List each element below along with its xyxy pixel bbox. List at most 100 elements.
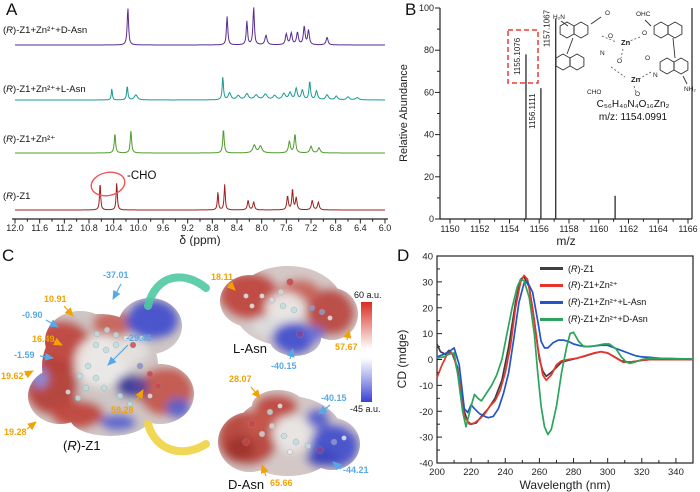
x-axis-label: Wavelength (nm) bbox=[520, 478, 611, 492]
x-tick-label: 200 bbox=[429, 467, 445, 478]
nmr-chart: 12.0 11.6 11.2 10.8 10.4 10.0 9.6 9.2 8.8 8.4 8.0 7… bbox=[6, 7, 391, 246]
annotation-arrow-icon bbox=[260, 464, 269, 477]
y-tick-label: -10 bbox=[419, 381, 433, 392]
dashed-bond bbox=[633, 85, 637, 94]
atom bbox=[292, 438, 300, 446]
nmr-trace-0 bbox=[15, 7, 385, 46]
ring bbox=[573, 21, 589, 39]
x-tick-label: 1156 bbox=[530, 224, 549, 234]
ms-peak-label: 1157.1067 bbox=[543, 9, 552, 47]
esp-value-annotation: 16.49 bbox=[32, 334, 55, 344]
esp-value-annotation: -0.90 bbox=[22, 310, 43, 320]
x-tick-label: 340 bbox=[668, 467, 684, 478]
structure-atom-label: CHO bbox=[587, 89, 601, 96]
panel-a-nmr: A 12.0 11.6 11.2 10.8 10.4 10.0 9.6 9.2 8.8 8.4 8.… bbox=[0, 0, 395, 246]
legend-row: (R)-Z1+Zn²⁺+L-Asn bbox=[540, 294, 648, 311]
atom bbox=[308, 304, 316, 312]
x-tick-label: 1150 bbox=[440, 224, 459, 234]
bond bbox=[644, 19, 652, 27]
dashed-bond bbox=[638, 71, 652, 80]
structure-atom-label: NH₂ bbox=[684, 86, 696, 93]
atom bbox=[123, 335, 129, 341]
x-tick-label: 280 bbox=[566, 467, 582, 478]
esp-value-annotation: -37.01 bbox=[103, 270, 129, 280]
y-tick-label: 10 bbox=[422, 329, 433, 340]
atom bbox=[268, 296, 276, 304]
esp-value-annotation: 59.28 bbox=[111, 405, 134, 415]
atom bbox=[327, 315, 333, 321]
x-tick-label: 6.8 bbox=[329, 223, 342, 233]
structure-atom-label: O bbox=[617, 58, 622, 65]
esp-patch bbox=[52, 400, 104, 428]
colorbar-max-label: 60 a.u. bbox=[354, 290, 382, 300]
ring bbox=[673, 57, 689, 75]
annotation-arrow-icon bbox=[53, 337, 63, 346]
atom bbox=[103, 326, 111, 334]
nmr-trace-label-z1: (R)-Z1 bbox=[3, 191, 30, 202]
nmr-trace-1 bbox=[15, 77, 385, 101]
atom bbox=[258, 430, 266, 438]
cd-spectra-chart: -40 -30 -20 -10 0 10 20 30 40 200 220 240 260 280 300 3… bbox=[395, 252, 694, 492]
y-tick-label: 30 bbox=[422, 277, 433, 288]
nmr-trace-3 bbox=[15, 183, 385, 211]
atom bbox=[287, 449, 293, 455]
annotation-arrow-icon bbox=[63, 305, 74, 317]
y-tick-label: 40 bbox=[424, 130, 434, 140]
molecule-atoms bbox=[243, 278, 333, 338]
annotation-arrow-icon bbox=[343, 329, 352, 341]
esp-patch bbox=[166, 398, 190, 418]
atom bbox=[341, 435, 347, 441]
atom bbox=[92, 374, 100, 382]
x-tick-label: 300 bbox=[600, 467, 616, 478]
esp-patch bbox=[131, 376, 145, 388]
panel-d-cd-spectra: D -40 -30 -20 -10 0 10 20 30 40 200 220 240 260 280 30… bbox=[395, 246, 700, 492]
x-tick-label: 1158 bbox=[559, 224, 578, 234]
legend-row: (R)-Z1+Zn²⁺+D-Asn bbox=[540, 311, 648, 328]
esp-patch bbox=[92, 310, 132, 338]
legend-label: (R)-Z1+Zn²⁺ bbox=[568, 280, 618, 290]
label-text: ( bbox=[3, 25, 7, 36]
esp-patch bbox=[272, 322, 316, 354]
x-tick-label: 8.0 bbox=[255, 223, 268, 233]
esp-surface-coloring bbox=[220, 266, 354, 354]
cho-circle-annotation bbox=[90, 171, 126, 197]
structure-atom-label: Zn bbox=[621, 38, 631, 47]
structure-atom-label: O bbox=[608, 33, 613, 40]
atom bbox=[249, 303, 255, 309]
label-italic-r: R bbox=[6, 25, 14, 36]
atom bbox=[259, 293, 265, 299]
panel-d-label: D bbox=[397, 246, 410, 265]
cd-curve-3 bbox=[436, 278, 694, 436]
esp-value-annotation: -44.21 bbox=[343, 465, 369, 475]
structure-atom-label: O bbox=[635, 91, 640, 98]
label-text: )-Z1+Zn²⁺+D-Asn bbox=[13, 25, 88, 36]
atom bbox=[266, 408, 274, 416]
annotation-arrow-icon bbox=[112, 283, 122, 300]
annotation-arrow-icon bbox=[26, 421, 37, 431]
atom bbox=[84, 362, 92, 370]
atom bbox=[277, 288, 285, 296]
label-italic-r: R bbox=[6, 84, 14, 95]
x-tick-label: 6.4 bbox=[354, 223, 367, 233]
y-axis-label: Relative Abundance bbox=[398, 64, 410, 162]
annotation-arrow-icon bbox=[39, 352, 54, 361]
atom bbox=[268, 422, 276, 430]
atom bbox=[280, 432, 288, 440]
structure-atom-label: O bbox=[642, 30, 647, 37]
molecule-atoms bbox=[242, 403, 347, 455]
legend-label: (R)-Z1 bbox=[568, 263, 594, 274]
esp-patch bbox=[251, 316, 279, 336]
esp-value-annotation: -1.59 bbox=[14, 350, 35, 360]
nmr-trace-label-lasn: (R)-Z1+Zn²⁺+L-Asn bbox=[3, 84, 86, 95]
panel-b-mass-spectrum: B 0 20 40 60 80 100 1150 1152 1154 1156 1158 1160 11… bbox=[395, 0, 700, 246]
x-tick-label: 1152 bbox=[470, 224, 489, 234]
x-tick-label: 11.6 bbox=[31, 223, 48, 233]
green-curved-arrow bbox=[144, 273, 210, 310]
y-tick-label: 80 bbox=[424, 45, 434, 55]
y-tick-label: 20 bbox=[424, 172, 434, 182]
y-tick-label: 60 bbox=[424, 87, 434, 97]
x-tick-label: 240 bbox=[497, 467, 513, 478]
x-tick-label: 10.4 bbox=[105, 223, 123, 233]
structure-atom-label: N bbox=[600, 50, 605, 57]
y-tick-label: -20 bbox=[419, 407, 433, 418]
